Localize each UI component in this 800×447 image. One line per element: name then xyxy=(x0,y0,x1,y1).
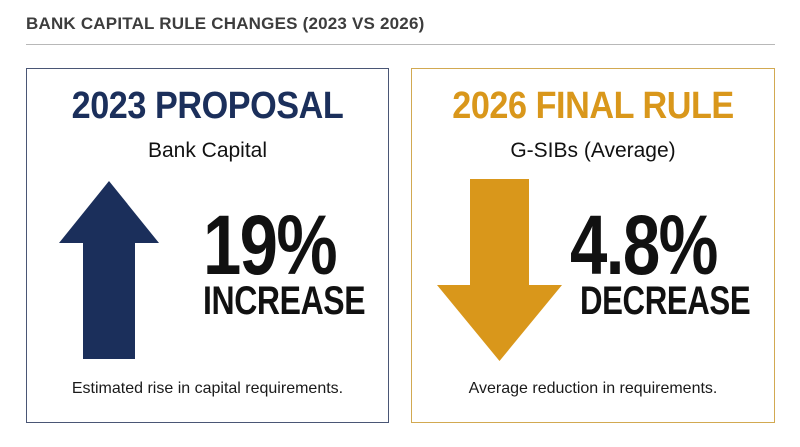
card-caption: Estimated rise in capital requirements. xyxy=(71,380,344,397)
card-title: 2026 FINAL RULE xyxy=(452,85,734,127)
decrease-value: 4.8% xyxy=(570,198,718,292)
card-2023-proposal: 2023 PROPOSAL Bank Capital 19% INCREASE … xyxy=(26,68,389,423)
increase-value: 19% xyxy=(203,198,338,292)
header-divider xyxy=(26,44,775,45)
arrow-down-icon xyxy=(437,179,562,361)
card-subtitle: G-SIBs (Average) xyxy=(510,139,676,162)
page-title: BANK CAPITAL RULE CHANGES (2023 VS 2026) xyxy=(26,14,425,33)
card-title: 2023 PROPOSAL xyxy=(71,85,344,127)
card-2026-final-rule: 2026 FINAL RULE G-SIBs (Average) 4.8% DE… xyxy=(411,68,775,423)
arrow-up-icon xyxy=(59,181,159,359)
card-caption: Average reduction in requirements. xyxy=(468,380,718,397)
card-subtitle: Bank Capital xyxy=(147,139,268,162)
increase-label: INCREASE xyxy=(203,279,366,323)
decrease-label: DECREASE xyxy=(580,279,751,323)
